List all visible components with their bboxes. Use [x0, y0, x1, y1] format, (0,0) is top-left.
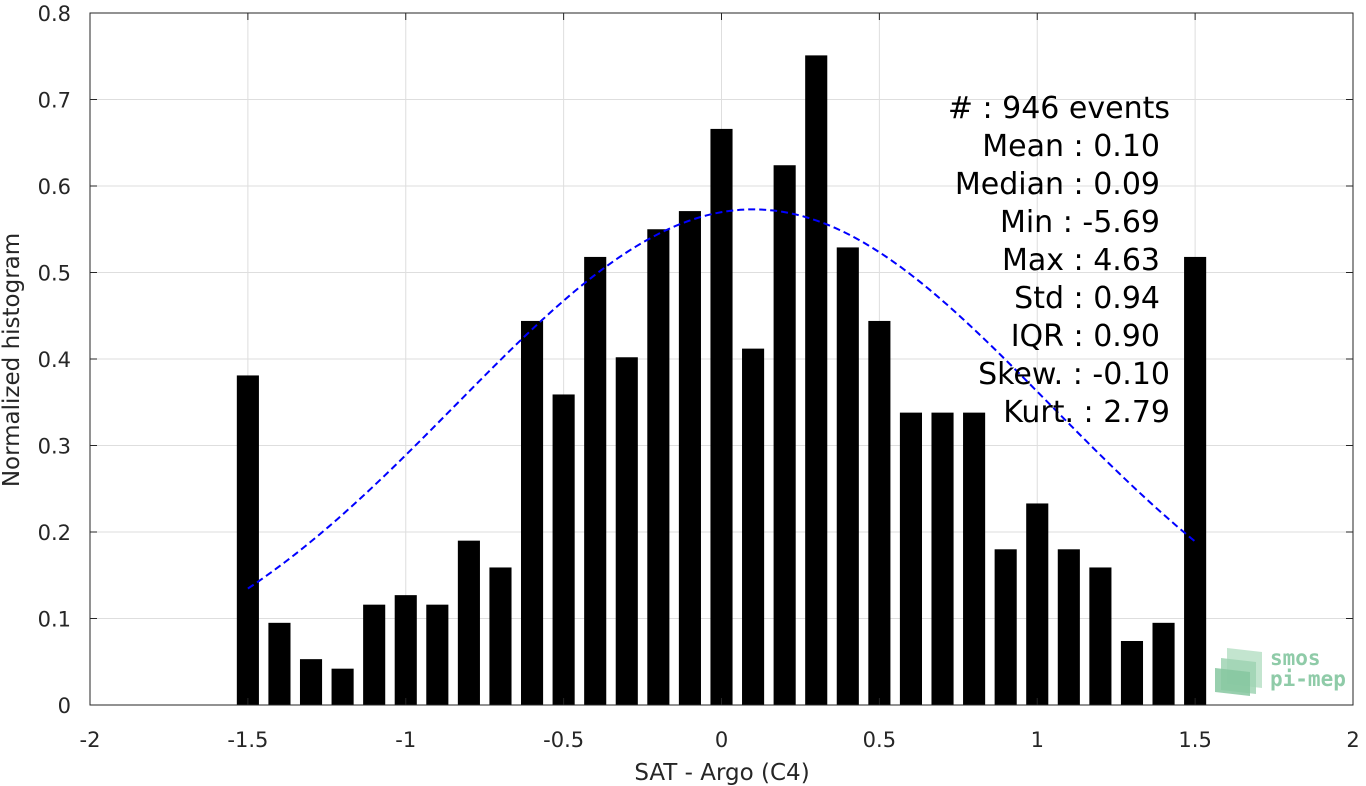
- histogram-bar: [363, 604, 386, 705]
- histogram-bar: [1120, 640, 1144, 705]
- x-tick-label: 1: [1031, 728, 1044, 752]
- histogram-bar: [268, 622, 291, 705]
- x-tick-labels: -2 -1.5 -1 -0.5 0 0.5 1 1.5 2: [80, 728, 1360, 752]
- histogram-bar: [678, 211, 701, 705]
- histogram-bar: [1057, 549, 1080, 705]
- histogram-bar: [963, 412, 986, 705]
- histogram-bar: [1152, 622, 1175, 705]
- y-tick-label: 0.7: [38, 89, 71, 113]
- y-tick-label: 0.2: [38, 521, 71, 545]
- stat-line: IQR : 0.90: [1011, 319, 1160, 354]
- histogram-bar: [457, 540, 480, 705]
- histogram-bar: [836, 247, 859, 706]
- logo-text-smos: smos: [1270, 646, 1321, 670]
- y-axis-title: Normalized histogram: [0, 233, 25, 487]
- y-tick-labels: 0 0.1 0.2 0.3 0.4 0.5 0.6 0.7 0.8: [38, 2, 71, 718]
- histogram-bar: [994, 549, 1017, 705]
- histogram-bar: [426, 604, 449, 705]
- histogram-bar: [520, 320, 544, 705]
- stat-line: Skew. : -0.10: [978, 357, 1170, 392]
- stat-line: Mean : 0.10: [982, 129, 1160, 164]
- histogram-bar: [805, 55, 828, 705]
- y-tick-label: 0.5: [38, 262, 71, 286]
- histogram-bar: [931, 412, 954, 705]
- x-tick-label: -1: [395, 728, 416, 752]
- histogram-bar: [331, 668, 354, 705]
- y-tick-label: 0: [58, 694, 71, 718]
- histogram-bars: [236, 55, 1207, 706]
- y-tick-label: 0.8: [38, 2, 71, 26]
- y-tick-label: 0.3: [38, 435, 71, 459]
- y-tick-label: 0.6: [38, 175, 71, 199]
- histogram-bar: [773, 165, 796, 706]
- x-tick-label: -2: [80, 728, 101, 752]
- stat-line: Min : -5.69: [1000, 205, 1160, 240]
- histogram-bar: [236, 375, 259, 705]
- x-tick-label: 1.5: [1178, 728, 1211, 752]
- histogram-bar: [584, 256, 607, 705]
- y-tick-label: 0.1: [38, 608, 71, 632]
- histogram-bar: [647, 229, 670, 705]
- x-tick-label: 0: [715, 728, 728, 752]
- histogram-bar: [1026, 503, 1049, 705]
- x-tick-label: -0.5: [543, 728, 584, 752]
- histogram-bar: [394, 595, 417, 705]
- smos-pi-mep-logo: smos pi-mep: [1215, 646, 1346, 696]
- stat-line: # : 946 events: [948, 91, 1170, 126]
- x-tick-label: 2: [1346, 728, 1359, 752]
- x-tick-label: 0.5: [863, 728, 896, 752]
- normal-fit-curve: [247, 208, 1196, 590]
- axis-ticks: [89, 12, 1354, 706]
- stat-line: Median : 0.09: [955, 167, 1160, 202]
- histogram-bar: [615, 357, 638, 705]
- histogram-bar: [299, 659, 323, 705]
- x-axis-title: SAT - Argo (C4): [634, 760, 809, 786]
- histogram-bar: [710, 128, 733, 705]
- histogram-bar: [489, 567, 512, 705]
- stat-line: Max : 4.63: [1002, 243, 1160, 278]
- histogram-bar: [1089, 567, 1112, 705]
- x-tick-label: -1.5: [227, 728, 268, 752]
- histogram-bar: [552, 394, 575, 705]
- histogram-bar: [1184, 256, 1207, 705]
- y-tick-label: 0.4: [38, 348, 71, 372]
- logo-text-pi-mep: pi-mep: [1270, 667, 1346, 691]
- histogram-bar: [899, 412, 923, 705]
- histogram-bar: [868, 320, 891, 705]
- logo-icon: [1215, 648, 1262, 696]
- stat-line: Kurt. : 2.79: [1003, 395, 1170, 430]
- stat-line: Std : 0.94: [1014, 281, 1160, 316]
- histogram-bar: [742, 348, 765, 705]
